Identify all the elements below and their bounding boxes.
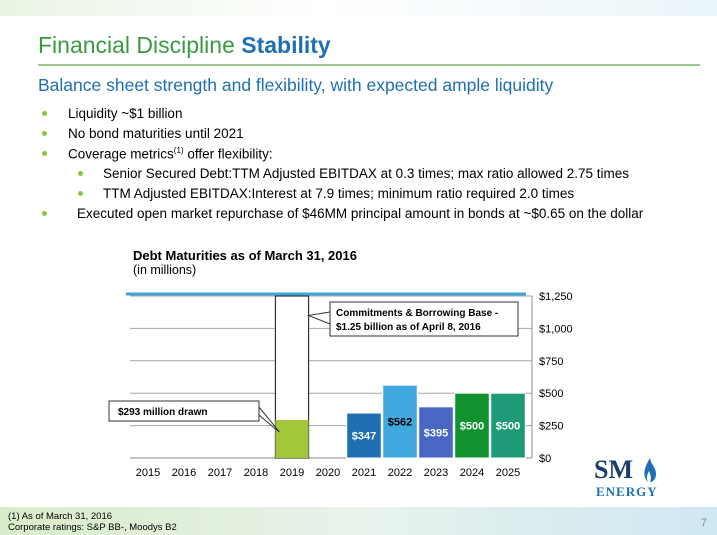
bullet-item: Coverage metrics(1) offer flexibility:: [68, 146, 273, 162]
callout-text: $293 million drawn: [118, 407, 207, 418]
bullet-text-after: offer flexibility:: [183, 146, 273, 162]
x-tick-label: 2017: [208, 467, 232, 479]
sub-bullet-dot: [78, 171, 83, 176]
x-tick-label: 2024: [460, 467, 484, 479]
commitments-callout: [329, 301, 519, 337]
bullet-item: Liquidity ~$1 billion: [68, 106, 183, 121]
sub-bullet-item: TTM Adjusted EBITDAX:Interest at 7.9 tim…: [103, 186, 575, 201]
bullet-dot: [42, 111, 47, 116]
footer-band: (1) As of March 31, 2016 Corporate ratin…: [0, 507, 717, 535]
bar-value-label: $347: [352, 431, 376, 443]
title-divider: [38, 64, 700, 66]
chart-title: Debt Maturities as of March 31, 2016: [133, 248, 357, 263]
x-tick-label: 2023: [424, 467, 448, 479]
x-tick-label: 2019: [280, 467, 304, 479]
logo-letters: SM: [594, 455, 633, 484]
drawn-callout: [108, 400, 260, 422]
callout-text: Commitments & Borrowing Base -: [336, 308, 498, 319]
footnote-marker: (1): [173, 146, 184, 155]
logo-word: ENERGY: [596, 484, 658, 499]
title-main: Financial Discipline: [38, 32, 235, 58]
bar-value-label: $395: [424, 427, 448, 439]
flame-icon: [644, 458, 656, 482]
bullet-item: Executed open market repurchase of $46MM…: [77, 206, 644, 221]
bullet-item: No bond maturities until 2021: [68, 126, 244, 141]
bullet-text: Coverage metrics: [68, 146, 174, 162]
bar-2023: [418, 406, 454, 459]
x-tick-label: 2021: [352, 467, 376, 479]
y-tick-label: $1,000: [539, 323, 573, 335]
y-tick-label: $500: [539, 388, 563, 400]
sub-bullet-dot: [78, 191, 83, 196]
top-gradient-band: [0, 0, 717, 16]
x-tick-label: 2018: [244, 467, 268, 479]
slide-title: Financial Discipline Stability: [38, 32, 331, 59]
y-tick-label: $750: [539, 356, 563, 368]
title-accent: Stability: [241, 32, 331, 58]
x-tick-label: 2016: [172, 467, 196, 479]
x-tick-label: 2020: [316, 467, 340, 479]
x-tick-label: 2015: [136, 467, 160, 479]
bar-2025: [490, 392, 526, 459]
callout-text: $1.25 billion as of April 8, 2016: [336, 322, 481, 333]
sub-bullet-item: Senior Secured Debt:TTM Adjusted EBITDAX…: [103, 166, 629, 181]
x-tick-label: 2022: [388, 467, 412, 479]
bar-value-label: $562: [388, 417, 412, 429]
bar-value-label: $500: [496, 421, 520, 433]
bar-2024: [454, 392, 490, 459]
x-tick-label: 2025: [496, 467, 520, 479]
bullet-dot: [42, 151, 47, 156]
y-tick-label: $250: [539, 421, 563, 433]
footnote: Corporate ratings: S&P BB-, Moodys B2: [8, 522, 177, 533]
page-number: 7: [700, 517, 707, 529]
bullet-dot: [42, 211, 47, 216]
sm-energy-logo: SM ENERGY: [594, 455, 658, 499]
chart-subtitle: (in millions): [133, 263, 197, 277]
bar-2021: [346, 412, 382, 459]
bar-2019: [275, 420, 309, 458]
slide-subtitle: Balance sheet strength and flexibility, …: [38, 75, 554, 95]
bullet-dot: [42, 131, 47, 136]
bar-2022: [382, 384, 418, 459]
bar-value-label: $500: [460, 421, 484, 433]
footnote: (1) As of March 31, 2016: [8, 511, 113, 522]
y-tick-label: $1,250: [539, 291, 573, 303]
callout-pointer: [306, 311, 331, 325]
y-tick-label: $0: [539, 453, 551, 465]
